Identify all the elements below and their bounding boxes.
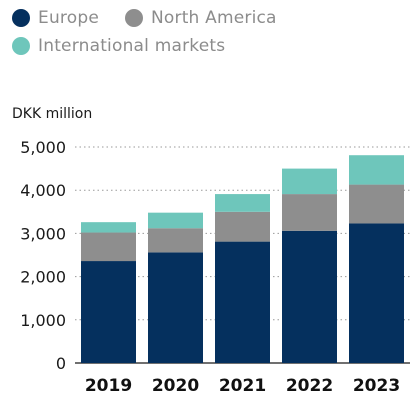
x-tick-label: 2022 <box>286 376 333 396</box>
y-tick-label: 4,000 <box>20 181 66 200</box>
y-axis-unit-label: DKK million <box>12 106 93 122</box>
legend-item-international: International markets <box>12 36 225 56</box>
y-tick-label: 5,000 <box>20 138 66 157</box>
legend-swatch-international <box>12 37 30 55</box>
bar-segment-europe <box>148 252 203 363</box>
x-tick-label: 2019 <box>85 376 132 396</box>
bar-segment-north-america <box>349 184 404 224</box>
bar-segment-europe <box>349 223 404 363</box>
y-tick-label: 3,000 <box>20 224 66 243</box>
bar-segment-europe <box>282 230 337 363</box>
x-tick-label: 2021 <box>219 376 266 396</box>
y-tick-label: 1,000 <box>20 311 66 330</box>
bar-segment-international-markets <box>282 168 337 195</box>
legend-label-international: International markets <box>38 36 226 56</box>
legend-label-europe: Europe <box>38 8 99 28</box>
bar-segment-north-america <box>282 194 337 231</box>
legend-swatch-north-america <box>124 9 143 27</box>
x-tick-label: 2020 <box>152 376 199 396</box>
bar-segment-international-markets <box>81 222 136 233</box>
bar-segment-north-america <box>81 232 136 262</box>
bar-segment-international-markets <box>148 212 203 229</box>
legend-row-1: Europe North America <box>12 4 412 32</box>
legend-item-north-america: North America <box>124 8 277 28</box>
legend-item-europe: Europe <box>12 8 99 28</box>
legend-label-north-america: North America <box>150 8 277 28</box>
y-tick-label: 2,000 <box>20 268 66 287</box>
legend: Europe North America International marke… <box>12 4 412 60</box>
bar-segment-international-markets <box>215 194 270 212</box>
bar-segment-europe <box>215 241 270 363</box>
x-tick-label: 2023 <box>353 376 400 396</box>
legend-row-2: International markets <box>12 32 412 60</box>
bar-segment-north-america <box>148 228 203 253</box>
legend-swatch-europe <box>12 9 30 27</box>
y-tick-label: 0 <box>56 354 66 373</box>
bar-segment-north-america <box>215 211 270 242</box>
bar-segment-europe <box>81 261 136 363</box>
bar-segment-international-markets <box>349 155 404 185</box>
